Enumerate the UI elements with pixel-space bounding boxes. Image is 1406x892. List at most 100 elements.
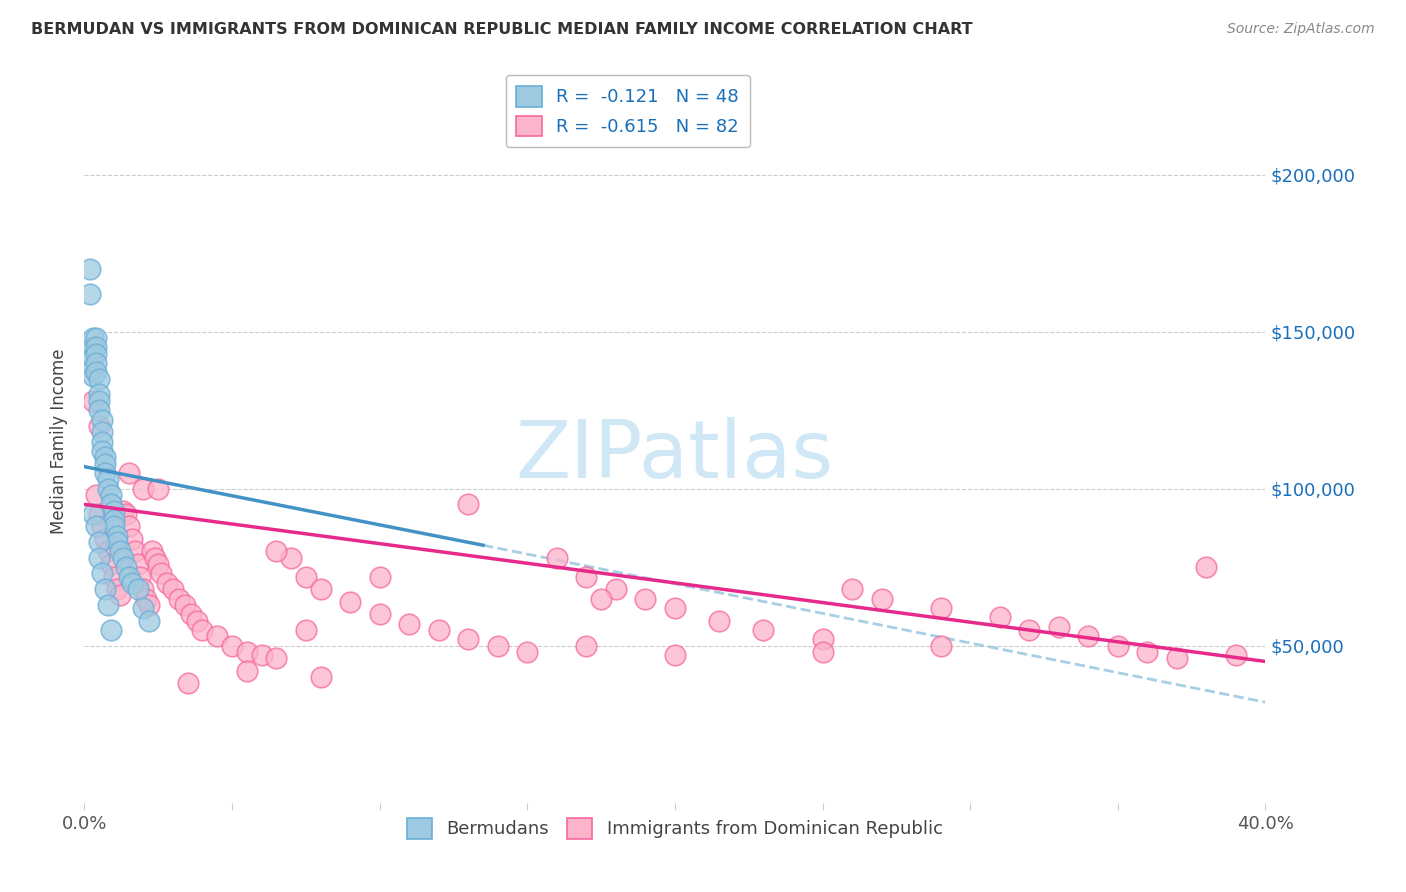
Point [162, 582, 184, 597]
Point [368, 569, 391, 583]
Point [634, 591, 657, 606]
Point [97, 482, 120, 496]
Point [368, 607, 391, 622]
Point [127, 557, 149, 571]
Point [752, 623, 775, 637]
Point [84, 346, 107, 360]
Point [100, 497, 122, 511]
Point [339, 595, 361, 609]
Point [84, 340, 107, 354]
Point [295, 569, 318, 583]
Point [94, 582, 117, 597]
Point [97, 472, 120, 486]
Point [709, 614, 731, 628]
Point [100, 488, 122, 502]
Point [1018, 623, 1040, 637]
Point [929, 601, 952, 615]
Point [156, 575, 179, 590]
Point [105, 529, 128, 543]
Point [114, 560, 136, 574]
Point [870, 591, 893, 606]
Point [186, 614, 208, 628]
Point [84, 366, 107, 380]
Point [111, 503, 134, 517]
Point [105, 582, 128, 597]
Point [91, 434, 114, 449]
Point [82, 340, 104, 354]
Point [94, 450, 117, 465]
Point [988, 610, 1011, 624]
Point [91, 444, 114, 458]
Point [87, 403, 111, 417]
Point [138, 598, 160, 612]
Point [91, 519, 114, 533]
Point [94, 457, 117, 471]
Point [82, 507, 104, 521]
Point [84, 356, 107, 370]
Point [295, 623, 318, 637]
Point [546, 550, 568, 565]
Text: Source: ZipAtlas.com: Source: ZipAtlas.com [1227, 22, 1375, 37]
Point [250, 648, 273, 662]
Point [79, 261, 101, 276]
Point [127, 582, 149, 597]
Point [180, 607, 202, 622]
Point [97, 544, 120, 558]
Point [150, 566, 173, 581]
Point [121, 532, 143, 546]
Point [118, 519, 141, 533]
Point [138, 614, 160, 628]
Point [309, 582, 332, 597]
Point [103, 503, 125, 517]
Point [84, 331, 107, 345]
Point [167, 591, 190, 606]
Point [118, 466, 141, 480]
Point [591, 591, 613, 606]
Point [87, 550, 111, 565]
Point [82, 331, 104, 345]
Point [207, 629, 229, 643]
Point [129, 569, 152, 583]
Point [486, 639, 509, 653]
Point [575, 639, 598, 653]
Point [398, 616, 420, 631]
Point [148, 557, 170, 571]
Point [87, 418, 111, 433]
Y-axis label: Median Family Income: Median Family Income [51, 349, 69, 534]
Point [91, 425, 114, 439]
Point [111, 550, 134, 565]
Point [108, 544, 131, 558]
Point [457, 632, 479, 647]
Point [143, 550, 166, 565]
Point [236, 664, 259, 678]
Point [108, 589, 131, 603]
Point [1136, 645, 1159, 659]
Point [1225, 648, 1247, 662]
Point [841, 582, 863, 597]
Point [1195, 560, 1218, 574]
Point [173, 598, 195, 612]
Point [811, 645, 834, 659]
Point [82, 350, 104, 364]
Legend: Bermudans, Immigrants from Dominican Republic: Bermudans, Immigrants from Dominican Rep… [399, 811, 950, 846]
Point [87, 387, 111, 401]
Point [516, 645, 538, 659]
Point [1107, 639, 1129, 653]
Point [191, 623, 214, 637]
Point [177, 676, 200, 690]
Point [97, 598, 120, 612]
Point [309, 670, 332, 684]
Point [94, 532, 117, 546]
Point [1047, 620, 1070, 634]
Point [100, 557, 122, 571]
Point [82, 362, 104, 376]
Point [427, 623, 450, 637]
Point [118, 569, 141, 583]
Point [91, 566, 114, 581]
Point [236, 645, 259, 659]
Point [132, 582, 155, 597]
Point [87, 372, 111, 386]
Text: BERMUDAN VS IMMIGRANTS FROM DOMINICAN REPUBLIC MEDIAN FAMILY INCOME CORRELATION : BERMUDAN VS IMMIGRANTS FROM DOMINICAN RE… [31, 22, 973, 37]
Text: ZIPatlas: ZIPatlas [516, 417, 834, 495]
Point [82, 368, 104, 383]
